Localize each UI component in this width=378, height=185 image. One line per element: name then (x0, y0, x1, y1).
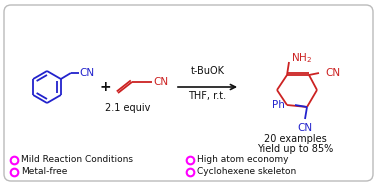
Text: t-BuOK: t-BuOK (191, 66, 225, 76)
Text: CN: CN (297, 123, 313, 133)
Text: CN: CN (80, 68, 95, 78)
Text: Ph: Ph (272, 100, 285, 110)
Text: NH$_2$: NH$_2$ (291, 51, 312, 65)
FancyBboxPatch shape (4, 5, 373, 181)
Text: CN: CN (325, 68, 340, 78)
Text: Mild Reaction Conditions: Mild Reaction Conditions (21, 156, 133, 164)
Text: 20 examples: 20 examples (263, 134, 326, 144)
Text: +: + (99, 80, 111, 94)
Text: Cyclohexene skeleton: Cyclohexene skeleton (197, 167, 296, 176)
Text: CN: CN (153, 77, 168, 87)
Text: THF, r.t.: THF, r.t. (189, 91, 226, 101)
Text: 2.1 equiv: 2.1 equiv (105, 103, 151, 113)
Text: High atom economy: High atom economy (197, 156, 288, 164)
Text: Metal-free: Metal-free (21, 167, 67, 176)
Text: Yield up to 85%: Yield up to 85% (257, 144, 333, 154)
